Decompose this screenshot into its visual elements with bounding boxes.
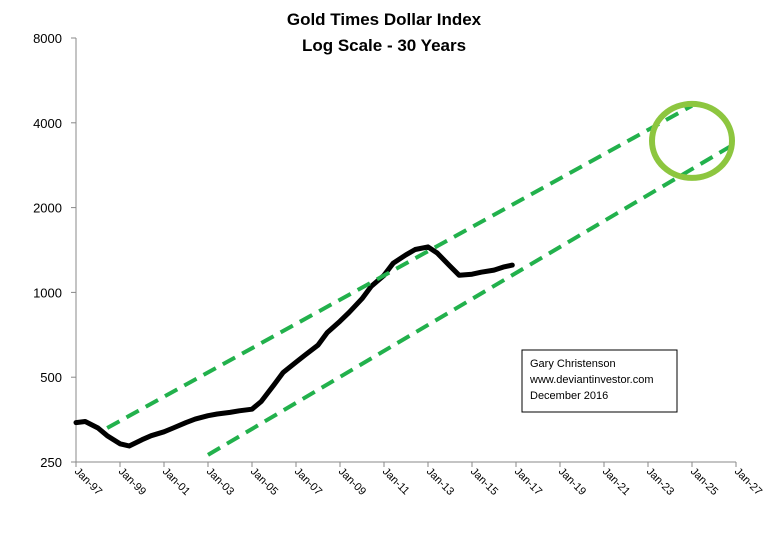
x-tick-label: Jan-27	[732, 466, 764, 498]
series-layer	[73, 103, 732, 457]
y-tick-label: 2000	[33, 201, 62, 216]
x-tick-label: Jan-15	[468, 466, 500, 498]
x-tick-label: Jan-05	[248, 466, 280, 498]
gold-dollar-index-line	[73, 244, 515, 449]
x-tick-label: Jan-23	[644, 466, 676, 498]
y-tick-group: 250 500 1000 2000 4000 8000	[33, 31, 76, 470]
x-tick-label: Jan-19	[556, 466, 588, 498]
x-tick-label: Jan-03	[204, 466, 236, 498]
trend-channel-line	[206, 144, 732, 457]
y-tick-label: 500	[40, 370, 62, 385]
credit-website: www.deviantinvestor.com	[529, 374, 654, 386]
trend-channel-line	[106, 103, 693, 430]
x-tick-label: Jan-25	[688, 466, 720, 498]
x-tick-label: Jan-13	[424, 466, 456, 498]
y-tick-label: 8000	[33, 31, 62, 46]
x-tick-label: Jan-09	[336, 466, 368, 498]
x-tick-label: Jan-11	[380, 466, 412, 498]
chart-subtitle: Log Scale - 30 Years	[302, 36, 466, 55]
x-tick-label: Jan-01	[160, 466, 192, 498]
x-tick-label: Jan-17	[512, 466, 544, 498]
y-tick-label: 250	[40, 455, 62, 470]
target-circle-annotation	[649, 100, 735, 181]
y-tick-label: 4000	[33, 116, 62, 131]
x-tick-group: Jan-97 Jan-99 Jan-01 Jan-03 Jan-05 Jan-07 Jan-…	[72, 462, 764, 498]
chart-title: Gold Times Dollar Index	[287, 10, 482, 29]
x-tick-label: Jan-97	[72, 466, 104, 498]
x-tick-label: Jan-99	[116, 466, 148, 498]
credit-box-frame	[521, 349, 678, 413]
x-tick-label: Jan-21	[600, 466, 632, 498]
credit-author: Gary Christenson	[530, 358, 616, 370]
x-tick-label: Jan-07	[292, 466, 324, 498]
credit-date: December 2016	[530, 390, 608, 402]
credit-box: Gary Christenson www.deviantinvestor.com…	[521, 349, 678, 413]
y-tick-label: 1000	[33, 285, 62, 300]
